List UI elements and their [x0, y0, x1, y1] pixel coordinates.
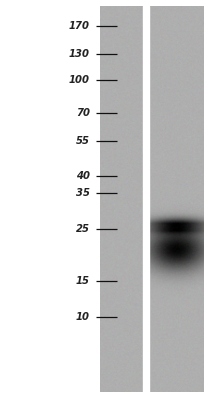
Text: 40: 40: [76, 171, 90, 181]
Text: 130: 130: [69, 49, 90, 59]
Text: 15: 15: [76, 276, 90, 286]
Text: 55: 55: [76, 136, 90, 146]
Bar: [143, 6, 149, 392]
Text: 35: 35: [76, 188, 90, 198]
Text: 100: 100: [69, 75, 90, 85]
Text: 170: 170: [69, 21, 90, 31]
Text: 25: 25: [76, 224, 90, 234]
Text: 70: 70: [76, 108, 90, 118]
Text: 10: 10: [76, 312, 90, 322]
